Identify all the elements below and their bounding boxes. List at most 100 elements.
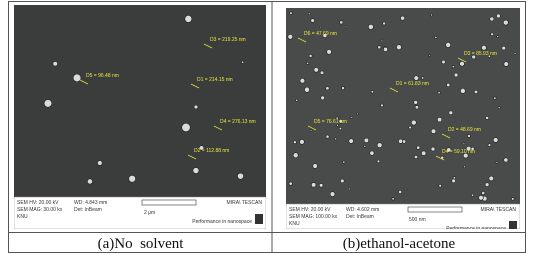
particle (504, 158, 508, 162)
particle (485, 183, 489, 187)
particle (431, 14, 433, 16)
particle (454, 73, 458, 77)
particle (293, 153, 298, 158)
particle (340, 21, 343, 24)
particle (368, 24, 373, 29)
particle (53, 61, 58, 66)
particle (398, 190, 401, 193)
particle (370, 151, 374, 155)
particle (502, 46, 506, 50)
micrograph (286, 8, 520, 204)
caption: (a)No solvent (9, 234, 272, 254)
particle (491, 33, 494, 36)
particle (511, 198, 514, 201)
logo (255, 214, 263, 224)
particle (309, 54, 312, 57)
particle (442, 60, 446, 64)
particle (237, 173, 243, 179)
particle (381, 40, 383, 42)
info-text: SEM HV: 20.00 kV (289, 207, 331, 213)
particle (503, 20, 508, 25)
particle (438, 91, 440, 93)
particle (339, 127, 342, 130)
diameter-label: D2 = 48.69 nm (448, 127, 481, 133)
particle (482, 45, 487, 50)
info-text: 2 μm (144, 210, 155, 216)
caption: (b)ethanol-acetone (272, 234, 526, 254)
particle (414, 155, 417, 158)
particle (447, 83, 450, 86)
particle (449, 111, 453, 115)
particle (415, 106, 418, 109)
particle (378, 46, 381, 49)
particle (182, 123, 190, 131)
particle (496, 161, 498, 163)
particle (460, 61, 465, 66)
particle (435, 36, 437, 38)
particle (364, 138, 369, 143)
particle (383, 47, 387, 51)
diameter-label: D3 = 85.93 nm (464, 51, 497, 57)
particle (343, 161, 345, 163)
diameter-label: D1 = 214.15 nm (197, 77, 233, 83)
particle (97, 161, 102, 166)
particle (308, 13, 310, 15)
logo (509, 221, 517, 229)
micrograph (14, 5, 266, 197)
particle (310, 129, 312, 131)
info-text: WD: 4.602 mm (346, 207, 379, 213)
particle (345, 25, 347, 27)
diameter-label: D5 = 76.61 nm (314, 119, 347, 125)
particle (392, 198, 394, 200)
diameter-label: D4 = 276.13 nm (220, 119, 256, 125)
particle (489, 176, 494, 181)
particle (351, 116, 353, 118)
particle (377, 160, 380, 163)
info-text: KNU (17, 214, 28, 220)
particle (300, 78, 305, 83)
particle (514, 52, 516, 54)
particle (494, 97, 496, 99)
particle (493, 138, 498, 143)
particle (431, 129, 436, 134)
figure: D3 = 219.25 nmD5 = 96.48 nmD1 = 214.15 n… (0, 0, 534, 254)
particle (411, 120, 416, 125)
info-text: Performance in nanospace (446, 226, 506, 229)
particle (320, 26, 322, 28)
info-text: Det: InBeam (346, 214, 374, 220)
particle (467, 134, 470, 137)
particle (321, 96, 325, 100)
info-text: SEM HV: 20.00 kV (17, 200, 59, 206)
particle (504, 62, 509, 67)
particle (490, 17, 494, 21)
particle (421, 77, 424, 80)
particle (452, 179, 456, 183)
particle (446, 42, 451, 47)
particle (311, 19, 315, 23)
particle (463, 143, 465, 145)
particle (439, 184, 442, 187)
info-text: Det: InBeam (74, 207, 102, 213)
info-text: 500 nm (409, 217, 426, 223)
particle (452, 66, 454, 68)
particle (417, 146, 420, 149)
particle (383, 22, 386, 25)
particle (497, 36, 499, 38)
particle (288, 34, 293, 39)
particle (377, 143, 382, 148)
diameter-label: D5 = 96.48 nm (86, 73, 119, 79)
particle (289, 182, 292, 185)
particle (496, 14, 500, 18)
diameter-label: D2 = 112.88 nm (194, 148, 229, 154)
particle (335, 138, 337, 140)
particle (471, 194, 473, 196)
particle (330, 192, 335, 197)
particle (293, 141, 296, 144)
particle (129, 175, 136, 182)
particle (498, 107, 500, 109)
particle (464, 166, 466, 168)
particle (299, 139, 304, 144)
info-text: MIRA\ TESCAN (481, 207, 517, 213)
particle (296, 99, 298, 101)
particle (437, 117, 441, 121)
